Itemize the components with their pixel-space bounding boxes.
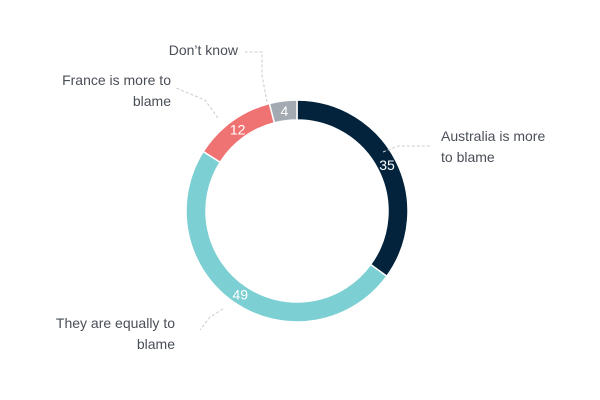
slice-value-label: 49 [232,287,248,303]
category-label: They are equally to blame [56,315,175,352]
leader-line [382,145,432,153]
slice-value-label: 12 [230,121,246,137]
slice-value-label: 35 [379,157,395,173]
donut-slice [268,99,298,124]
leader-line [199,308,224,331]
category-label: France is more to blame [62,72,171,109]
leader-line [245,51,268,103]
category-label: Australia is more to blame [441,128,545,165]
category-label: Don’t know [169,42,239,58]
donut-slice [296,99,409,278]
donut-slice [185,150,388,323]
slice-value-label: 4 [280,103,288,119]
leader-line [175,87,219,119]
